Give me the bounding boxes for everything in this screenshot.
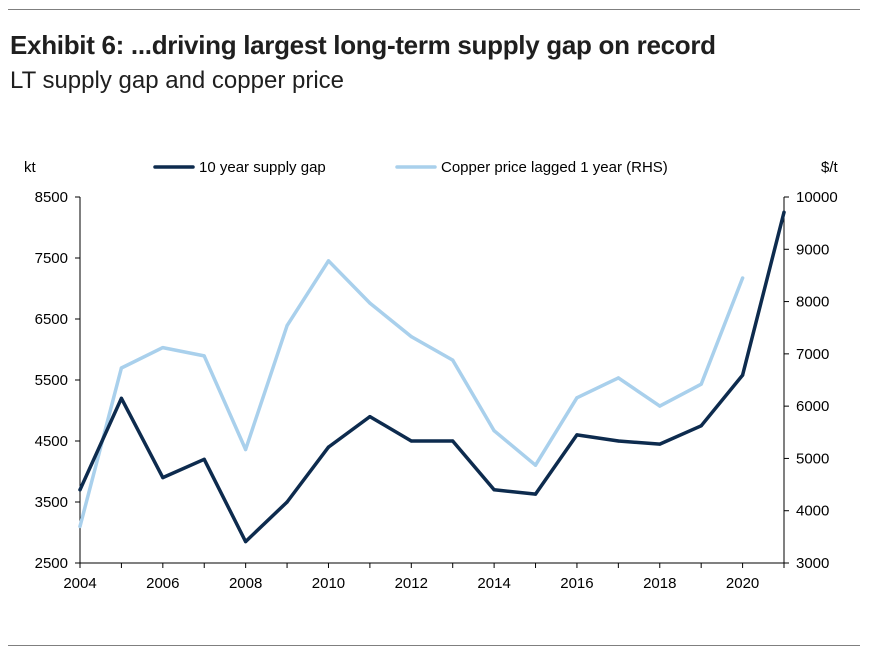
copper-price-line xyxy=(78,259,745,529)
copper-price-point xyxy=(699,382,703,386)
chart-subtitle: LT supply gap and copper price xyxy=(10,67,344,94)
y-right-tick-label: 6000 xyxy=(796,398,829,415)
y-right-unit-label: $/t xyxy=(821,159,839,176)
y-left-tick-label: 8500 xyxy=(35,189,68,206)
supply-gap-point xyxy=(782,210,786,214)
x-tick-label: 2020 xyxy=(726,575,759,592)
copper-price-point xyxy=(202,354,206,358)
supply-gap-point xyxy=(368,415,372,419)
copper-price-point xyxy=(285,324,289,328)
copper-price-point xyxy=(368,301,372,305)
supply-gap-point xyxy=(409,439,413,443)
supply-gap-line xyxy=(78,210,786,544)
copper-price-point xyxy=(161,345,165,350)
y-left-tick-label: 5500 xyxy=(35,372,68,389)
copper-price-point xyxy=(244,447,248,452)
copper-price-point xyxy=(658,404,662,408)
y-right-tick-label: 9000 xyxy=(796,241,829,258)
x-tick-label: 2016 xyxy=(560,575,593,592)
supply-gap-point xyxy=(326,445,331,449)
supply-gap-point xyxy=(658,442,662,446)
copper-price-point xyxy=(740,276,745,280)
y-left-tick-label: 7500 xyxy=(35,250,68,267)
supply-gap-point xyxy=(575,433,579,437)
copper-price-point xyxy=(451,358,455,362)
x-tick-label: 2010 xyxy=(312,575,345,592)
supply-gap-point xyxy=(244,540,248,544)
x-tick-label: 2018 xyxy=(643,575,676,592)
copper-price-point xyxy=(409,335,413,339)
supply-gap-point xyxy=(492,488,496,492)
copper-price-point xyxy=(492,429,496,433)
y-left-tick-label: 3500 xyxy=(35,494,68,511)
copper-price-point xyxy=(326,259,331,263)
y-right-tick-label: 7000 xyxy=(796,346,829,363)
supply-gap-point xyxy=(202,457,206,461)
y-left-tick-label: 2500 xyxy=(35,555,68,572)
chart-title: Exhibit 6: ...driving largest long-term … xyxy=(10,30,716,60)
axes-group: 2500 3500 4500 5500 6500 7500 8500 3000 4000 5000… xyxy=(24,159,839,592)
x-tick-label: 2008 xyxy=(229,575,262,592)
supply-gap-point xyxy=(78,488,82,492)
copper-price-point xyxy=(575,396,579,400)
supply-gap-point xyxy=(161,476,165,480)
legend: 10 year supply gap Copper price lagged 1 … xyxy=(153,159,668,176)
series-group xyxy=(78,210,786,544)
y-left-tick-label: 4500 xyxy=(35,433,68,450)
supply-gap-point xyxy=(616,439,620,443)
supply-gap-point xyxy=(285,500,289,504)
x-tick-label: 2004 xyxy=(63,575,96,592)
y-right-tick-label: 3000 xyxy=(796,555,829,572)
x-tick-label: 2006 xyxy=(146,575,179,592)
supply-gap-point xyxy=(451,439,455,443)
copper-price-point xyxy=(616,376,620,380)
x-tick-label: 2014 xyxy=(477,575,510,592)
y-left-tick-label: 6500 xyxy=(35,311,68,328)
y-right-tick-label: 5000 xyxy=(796,450,829,467)
supply-gap-point xyxy=(740,373,745,377)
y-right-tick-label: 4000 xyxy=(796,503,829,520)
legend-label-supply-gap: 10 year supply gap xyxy=(199,159,326,176)
copper-price-point xyxy=(78,524,82,529)
top-rule xyxy=(8,9,860,10)
supply-gap-point xyxy=(533,492,538,496)
y-left-unit-label: kt xyxy=(24,159,37,176)
y-right-tick-label: 10000 xyxy=(796,189,838,206)
x-tick-label: 2012 xyxy=(395,575,428,592)
supply-gap-point xyxy=(699,424,703,428)
bottom-rule xyxy=(8,645,860,646)
y-right-tick-label: 8000 xyxy=(796,294,829,311)
copper-price-point xyxy=(533,463,538,467)
legend-label-copper-price: Copper price lagged 1 year (RHS) xyxy=(441,159,668,176)
supply-gap-point xyxy=(119,396,124,400)
copper-price-point xyxy=(119,366,124,370)
